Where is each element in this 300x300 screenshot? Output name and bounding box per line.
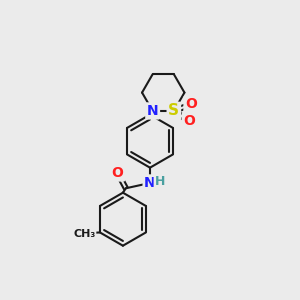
Text: N: N <box>144 176 156 190</box>
Text: O: O <box>112 166 124 180</box>
Text: N: N <box>147 104 158 118</box>
Text: O: O <box>183 114 195 128</box>
Text: S: S <box>168 103 179 118</box>
Text: O: O <box>185 98 197 112</box>
Text: CH₃: CH₃ <box>74 229 96 239</box>
Text: H: H <box>155 175 166 188</box>
